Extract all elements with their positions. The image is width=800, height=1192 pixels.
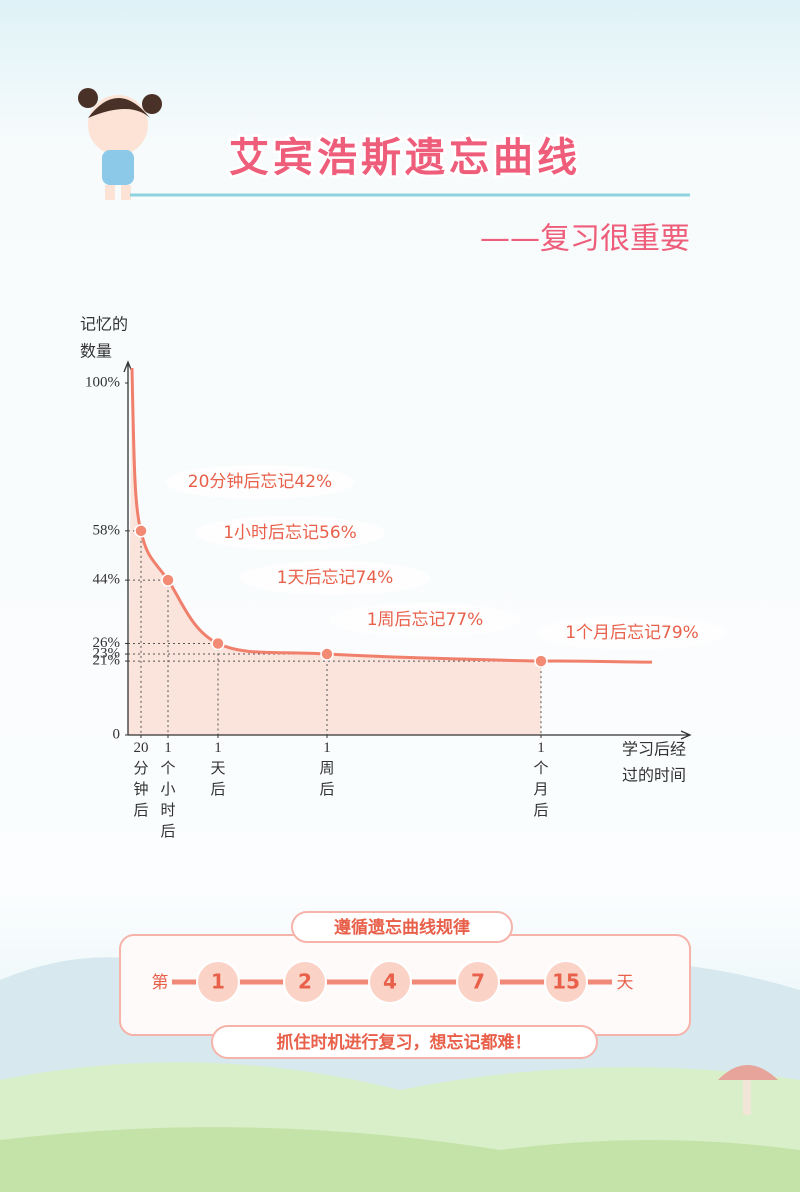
annotation: 1周后忘记77% — [367, 610, 484, 630]
day-circle — [196, 960, 240, 1004]
slogan-pill — [211, 1025, 598, 1059]
review-title: 遵循遗忘曲线规律 — [334, 917, 470, 938]
annotation: 1个月后忘记79% — [565, 623, 699, 643]
subtitle: ——复习很重要 — [480, 222, 690, 257]
x-axis-label: 学习后经 — [622, 740, 686, 759]
y-tick-label: 21% — [93, 653, 121, 669]
y-tick-label: 26% — [93, 635, 121, 651]
annotation: 1小时后忘记56% — [223, 523, 357, 543]
x-tick-label: 1 个小时后 — [160, 740, 175, 840]
point — [211, 636, 225, 651]
title: 艾宾浩斯遗忘曲线 — [229, 135, 581, 181]
day-number: 2 — [298, 970, 312, 994]
area-fill — [128, 368, 541, 735]
review-prefix: 第 — [152, 973, 169, 993]
y-tick-label: 23% — [93, 645, 121, 661]
annotation-bubble — [165, 465, 355, 499]
curve-lead — [130, 367, 143, 532]
x-tick-label: 1 天后 — [210, 740, 225, 798]
x-tick-label: 20 分钟后 — [133, 740, 148, 819]
review-panel: 遵循遗忘曲线规律 第 天 抓住时机进行复习，想忘记都难！ 1 2 4 7 15 — [119, 911, 691, 1059]
annotation-bubble — [195, 516, 385, 550]
annotation: 1天后忘记74% — [277, 568, 394, 588]
day-circle — [283, 960, 327, 1004]
x-axis — [128, 730, 692, 740]
mushroom — [718, 1065, 778, 1115]
x-tick-label: 1 个月后 — [533, 740, 548, 819]
review-suffix: 天 — [617, 973, 634, 993]
x-axis-label: 过的时间 — [622, 766, 686, 785]
x-tick-label: 1 周后 — [319, 740, 334, 798]
grass — [0, 1127, 800, 1192]
day-circle — [368, 960, 412, 1004]
day-number: 1 — [211, 970, 225, 994]
day-number: 15 — [552, 970, 580, 994]
annotation: 20分钟后忘记42% — [188, 472, 332, 492]
day-number: 7 — [471, 970, 485, 994]
y-tick-label: 58% — [93, 522, 121, 538]
y-tick-label: 44% — [93, 572, 121, 588]
point — [534, 654, 548, 668]
y-tick-label: 0 — [113, 726, 121, 742]
slogan: 抓住时机进行复习，想忘记都难！ — [277, 1032, 532, 1053]
point — [320, 647, 334, 661]
review-title-pill — [291, 911, 513, 943]
annotation-bubble — [240, 561, 430, 595]
annotation-bubble — [330, 603, 520, 637]
y-axis-label: 记忆的 — [80, 315, 128, 334]
point — [134, 524, 148, 538]
y-tick-label: 100% — [85, 374, 120, 390]
day-circle — [456, 960, 500, 1004]
point — [161, 573, 175, 587]
annotation-bubble — [537, 616, 727, 650]
day-number: 4 — [383, 970, 397, 994]
girl-illustration — [78, 88, 162, 200]
day-circle — [544, 960, 588, 1004]
curve-tail — [540, 659, 653, 664]
y-axis-label: 数量 — [80, 342, 112, 361]
